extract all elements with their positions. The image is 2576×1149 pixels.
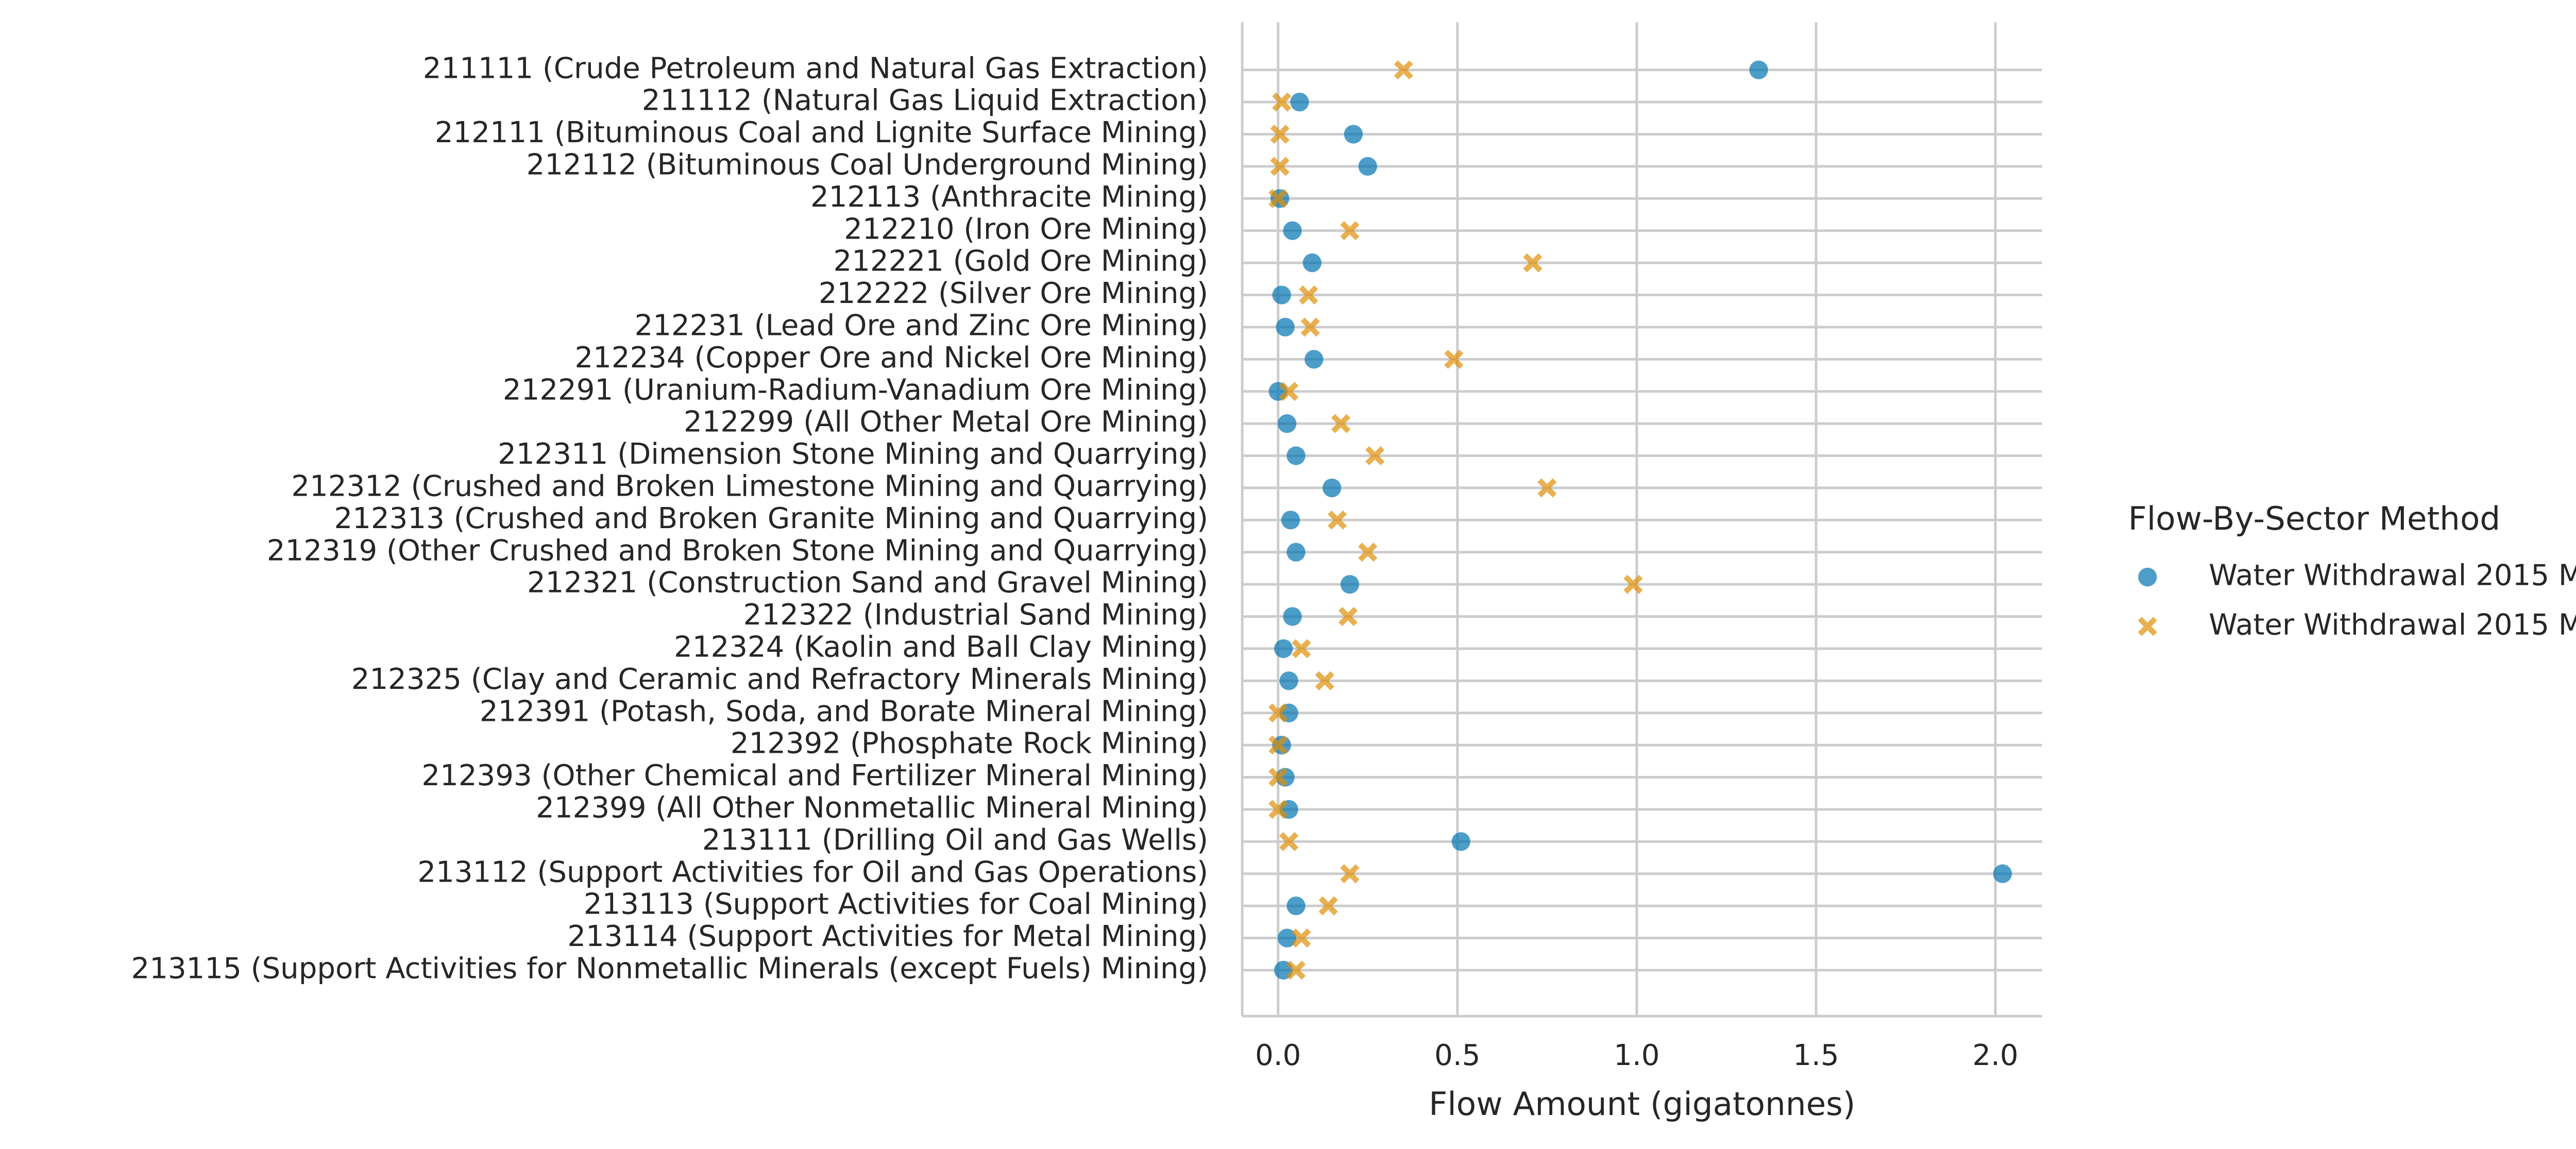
- y-tick-label: 212111 (Bituminous Coal and Lignite Surf…: [435, 116, 1208, 149]
- y-tick-label: 212392 (Phosphate Rock Mining): [731, 727, 1208, 761]
- data-point: [1268, 703, 1288, 723]
- data-point: [1300, 317, 1320, 337]
- y-tick-label: 213112 (Support Activities for Oil and G…: [417, 855, 1208, 889]
- y-tick-label: 212399 (All Other Nonmetallic Mineral Mi…: [536, 791, 1208, 825]
- data-point: [1623, 574, 1643, 594]
- data-point: [1299, 285, 1318, 305]
- data-point: [1331, 414, 1351, 433]
- data-point: [1340, 864, 1360, 884]
- y-tick-label: 212291 (Uranium-Radium-Vanadium Ore Mini…: [503, 373, 1208, 407]
- data-point: [1318, 896, 1338, 916]
- y-tick-label: 212325 (Clay and Ceramic and Refractory …: [351, 663, 1208, 696]
- y-tick-label: 212234 (Copper Ore and Nickel Ore Mining…: [574, 341, 1208, 375]
- y-tick-label: 212324 (Kaolin and Ball Clay Mining): [674, 631, 1208, 664]
- data-point: [1358, 157, 1377, 176]
- data-point: [1270, 124, 1290, 144]
- x-tick-label: 0.0: [1255, 1039, 1301, 1072]
- data-point: [1276, 317, 1295, 337]
- data-point: [1340, 574, 1360, 594]
- data-point: [1394, 60, 1414, 80]
- y-tick-label: 213115 (Support Activities for Nonmetall…: [131, 952, 1209, 986]
- y-tick-label: 213114 (Support Activities for Metal Min…: [567, 920, 1208, 953]
- data-point: [1270, 157, 1290, 176]
- data-point: [1323, 478, 1342, 498]
- y-tick-label: 212210 (Iron Ore Mining): [844, 212, 1208, 246]
- x-axis-label: Flow Amount (gigatonnes): [1429, 1085, 1855, 1123]
- data-point: [1283, 221, 1302, 240]
- y-tick-label: 212222 (Silver Ore Mining): [819, 277, 1208, 310]
- data-point: [1283, 607, 1302, 626]
- data-point: [1268, 189, 1288, 208]
- x-tick-label: 0.5: [1434, 1039, 1480, 1072]
- data-point: [1537, 478, 1557, 498]
- data-point: [1290, 92, 1309, 112]
- y-tick-label: 212299 (All Other Metal Ore Mining): [684, 405, 1208, 439]
- data-point: [1444, 349, 1464, 369]
- data-point: [1451, 832, 1470, 851]
- y-tick-label: 212112 (Bituminous Coal Underground Mini…: [527, 148, 1208, 182]
- data-point: [1268, 735, 1288, 755]
- data-point: [1358, 543, 1378, 562]
- data-point: [1523, 253, 1543, 273]
- data-point: [1993, 864, 2012, 883]
- data-point: [1286, 960, 1306, 980]
- y-tick-label: 212313 (Crushed and Broken Granite Minin…: [334, 502, 1209, 535]
- y-tick-label: 211112 (Natural Gas Liquid Extraction): [642, 84, 1208, 117]
- x-tick-label: 2.0: [1972, 1039, 2018, 1072]
- y-tick-label: 212321 (Construction Sand and Gravel Min…: [527, 566, 1208, 600]
- data-point: [1274, 639, 1293, 658]
- data-point: [1281, 511, 1300, 530]
- data-point: [1304, 350, 1324, 369]
- data-point: [1344, 125, 1363, 144]
- y-tick-label: 212231 (Lead Ore and Zinc Ore Mining): [635, 309, 1208, 343]
- x-tick-label: 1.5: [1793, 1039, 1839, 1072]
- legend-marker: [2138, 567, 2157, 587]
- legend-marker: [2138, 617, 2157, 636]
- y-tick-label: 212221 (Gold Ore Mining): [834, 245, 1209, 278]
- data-point: [1272, 285, 1291, 305]
- data-point: [1286, 543, 1306, 562]
- y-tick-label: 212113 (Anthracite Mining): [810, 180, 1208, 214]
- data-point: [1286, 896, 1306, 916]
- data-point: [1268, 767, 1288, 787]
- y-tick-label: 212312 (Crushed and Broken Limestone Min…: [291, 470, 1208, 503]
- legend-title: Flow-By-Sector Method: [2128, 500, 2500, 537]
- data-point: [1272, 92, 1292, 112]
- y-tick-label: 212391 (Potash, Soda, and Borate Mineral…: [480, 695, 1208, 728]
- legend-label: Water Withdrawal 2015 M2: [2209, 608, 2576, 641]
- y-tick-label: 213111 (Drilling Oil and Gas Wells): [702, 823, 1208, 857]
- data-point: [1340, 221, 1360, 241]
- data-point: [1286, 446, 1306, 465]
- data-point: [1365, 446, 1385, 466]
- data-point: [1749, 60, 1768, 79]
- data-point: [1279, 382, 1299, 401]
- data-point: [1277, 928, 1297, 948]
- data-point: [1292, 639, 1311, 658]
- x-tick-label: 1.0: [1614, 1039, 1659, 1072]
- data-point: [1279, 671, 1298, 690]
- y-tick-label: 212311 (Dimension Stone Mining and Quarr…: [498, 437, 1208, 471]
- y-tick-label: 211111 (Crude Petroleum and Natural Gas …: [423, 52, 1208, 85]
- y-tick-label: 213113 (Support Activities for Coal Mini…: [584, 888, 1208, 921]
- data-point: [1292, 928, 1311, 948]
- data-point: [1277, 414, 1297, 433]
- data-point: [1328, 510, 1347, 530]
- y-tick-label: 212319 (Other Crushed and Broken Stone M…: [267, 534, 1208, 567]
- data-point: [1315, 671, 1334, 690]
- y-tick-label: 212322 (Industrial Sand Mining): [743, 598, 1208, 632]
- data-point: [1302, 253, 1322, 273]
- data-point: [1338, 606, 1358, 627]
- y-tick-label: 212393 (Other Chemical and Fertilizer Mi…: [421, 759, 1208, 792]
- data-point: [1279, 832, 1299, 851]
- legend-label: Water Withdrawal 2015 M1: [2209, 559, 2576, 593]
- data-point: [1268, 800, 1288, 819]
